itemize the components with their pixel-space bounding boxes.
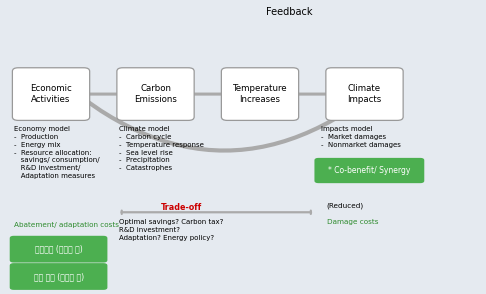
Text: Economic
Activities: Economic Activities [30,84,72,104]
Text: Carbon
Emissions: Carbon Emissions [134,84,177,104]
FancyBboxPatch shape [326,68,403,121]
Text: Economy model
-  Production
-  Energy mix
-  Resource allocation:
   savings/ co: Economy model - Production - Energy mix … [14,126,99,179]
Text: Climate
Impacts: Climate Impacts [347,84,382,104]
Text: Impacts model
-  Market damages
-  Nonmarket damages: Impacts model - Market damages - Nonmark… [321,126,400,148]
FancyBboxPatch shape [12,68,89,121]
Text: Damage costs: Damage costs [327,219,378,225]
FancyBboxPatch shape [314,158,424,183]
Text: (Reduced): (Reduced) [327,203,364,209]
Text: Abatement/ adaptation costs: Abatement/ adaptation costs [14,222,119,228]
FancyBboxPatch shape [10,263,107,290]
FancyBboxPatch shape [10,236,107,263]
Text: Feedback: Feedback [266,7,312,17]
Text: Temperature
Increases: Temperature Increases [233,84,287,104]
Text: * Co-benefit/ Synergy: * Co-benefit/ Synergy [328,166,411,175]
Text: Climate model
-  Carbon cycle
-  Temperature response
-  Sea level rise
-  Preci: Climate model - Carbon cycle - Temperatu… [119,126,204,171]
FancyBboxPatch shape [222,68,298,121]
Text: Optimal savings? Carbon tax?
R&D investment?
Adaptation? Energy policy?: Optimal savings? Carbon tax? R&D investm… [119,219,224,240]
Text: 감축모듈 (김용진 외): 감축모듈 (김용진 외) [35,245,83,254]
FancyBboxPatch shape [117,68,194,121]
Text: Trade-off: Trade-off [160,203,202,212]
Text: 적응 모듈 (한희진 외): 적응 모듈 (한희진 외) [34,272,84,281]
